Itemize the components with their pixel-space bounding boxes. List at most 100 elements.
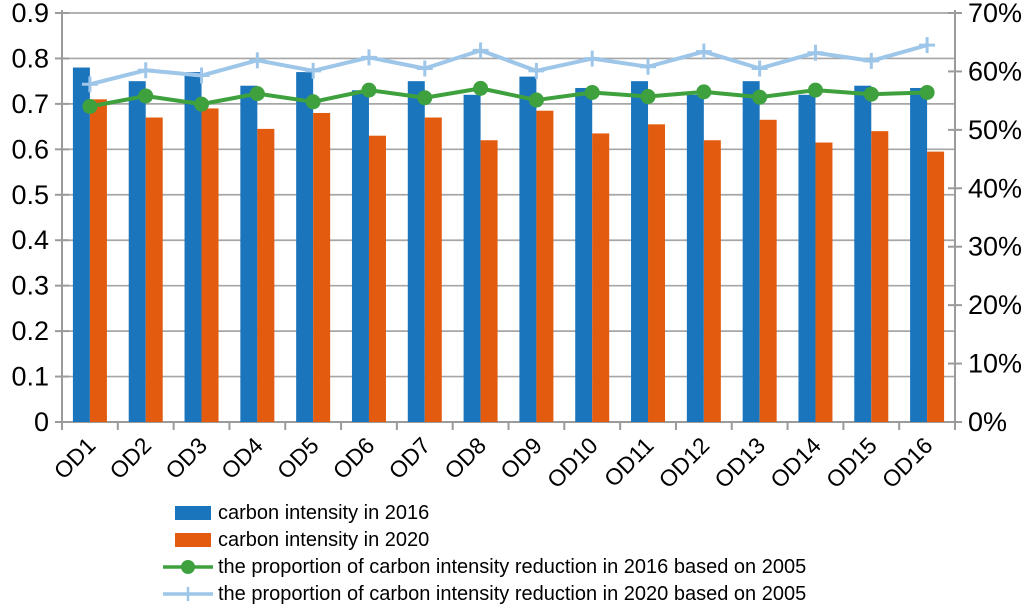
x-axis-label: OD7 xyxy=(383,432,435,484)
bar-carbon-intensity-in-2016 xyxy=(854,85,872,422)
circle-marker xyxy=(305,94,321,110)
legend-swatch-rect xyxy=(175,505,211,520)
x-axis-label: OD10 xyxy=(542,432,603,493)
bar-carbon-intensity-in-2016 xyxy=(184,72,202,423)
left-axis-tick-label: 0.2 xyxy=(11,316,49,346)
left-axis-tick-label: 0.9 xyxy=(11,0,49,28)
circle-marker xyxy=(807,82,823,98)
bar-carbon-intensity-in-2020 xyxy=(368,135,386,422)
bar-carbon-intensity-in-2020 xyxy=(536,110,554,422)
bar-carbon-intensity-in-2016 xyxy=(631,81,649,423)
right-axis-tick-label: 10% xyxy=(968,349,1022,379)
bar-carbon-intensity-in-2016 xyxy=(407,81,425,423)
bar-carbon-intensity-in-2020 xyxy=(145,117,163,423)
bar-carbon-intensity-in-2016 xyxy=(742,81,760,423)
x-axis-label: OD9 xyxy=(495,432,547,484)
bar-carbon-intensity-in-2020 xyxy=(89,99,107,422)
line-the-proportion-of-carbon-intensity-reduction-in-2020-based-on-2005 xyxy=(89,43,928,87)
legend-item-bar-2020: carbon intensity in 2020 xyxy=(163,526,806,553)
x-axis-label: OD5 xyxy=(272,432,324,484)
circle-marker xyxy=(863,86,879,102)
left-axis-tick-label: 0.4 xyxy=(11,225,49,255)
bar-carbon-intensity-in-2016 xyxy=(240,85,258,422)
bar-carbon-intensity-in-2020 xyxy=(927,151,945,422)
legend-label: the proportion of carbon intensity reduc… xyxy=(218,582,807,605)
legend-label: carbon intensity in 2020 xyxy=(218,528,430,551)
right-axis-tick-label: 0% xyxy=(968,407,1007,437)
circle-marker xyxy=(528,92,544,108)
right-axis-tick-label: 70% xyxy=(968,0,1022,28)
line-the-proportion-of-carbon-intensity-reduction-in-2016-based-on-2005 xyxy=(89,86,928,109)
left-axis-tick-label: 0.5 xyxy=(11,180,49,210)
x-axis-label: OD8 xyxy=(439,432,491,484)
bar-carbon-intensity-in-2016 xyxy=(910,87,928,422)
legend-swatch-bar-2016 xyxy=(175,505,211,520)
bar-carbon-intensity-in-2020 xyxy=(480,140,498,422)
x-axis-label: OD12 xyxy=(654,432,715,493)
bar-carbon-intensity-in-2016 xyxy=(686,94,704,423)
bar-carbon-intensity-in-2020 xyxy=(815,142,833,422)
circle-marker xyxy=(138,88,154,104)
bar-carbon-intensity-in-2020 xyxy=(871,131,889,422)
legend-circle-marker xyxy=(181,559,195,574)
left-axis-tick-label: 0.3 xyxy=(11,271,49,301)
legend-item-line-2016: the proportion of carbon intensity reduc… xyxy=(163,553,806,580)
legend-swatch-line-circle xyxy=(163,559,213,574)
bar-carbon-intensity-in-2020 xyxy=(313,112,331,422)
bar-carbon-intensity-in-2016 xyxy=(575,87,593,422)
bar-carbon-intensity-in-2020 xyxy=(201,108,219,422)
circle-marker xyxy=(919,84,935,100)
legend-swatch-line-plus xyxy=(163,586,213,601)
x-axis-label: OD1 xyxy=(49,432,101,484)
bar-carbon-intensity-in-2020 xyxy=(592,133,610,422)
bar-carbon-intensity-in-2020 xyxy=(424,117,442,423)
x-axis-label: OD14 xyxy=(765,432,826,493)
x-axis-label: OD4 xyxy=(216,432,268,484)
left-axis-tick-label: 0.1 xyxy=(11,362,49,392)
circle-marker xyxy=(752,89,768,105)
right-axis-tick-label: 40% xyxy=(968,173,1022,203)
legend-label: carbon intensity in 2016 xyxy=(218,501,430,524)
x-axis-label: OD16 xyxy=(877,432,938,493)
bar-carbon-intensity-in-2016 xyxy=(128,81,146,423)
circle-marker xyxy=(82,98,98,114)
bar-carbon-intensity-in-2016 xyxy=(798,94,816,423)
right-axis-tick-label: 30% xyxy=(968,232,1022,262)
legend-swatch-bar-2020 xyxy=(175,532,211,547)
circle-marker xyxy=(473,80,489,96)
x-axis-label: OD11 xyxy=(599,432,659,492)
bar-carbon-intensity-in-2020 xyxy=(257,128,275,422)
left-axis-tick-label: 0.7 xyxy=(11,89,49,119)
circle-marker xyxy=(361,82,377,98)
right-axis-tick-label: 50% xyxy=(968,115,1022,145)
circle-marker xyxy=(194,96,210,112)
plot-area: 0.9 0.8 0.7 0.6 0.5 0.4 0.3 0.2 0.1 0 70% 60% 50% 40%… xyxy=(11,0,1022,493)
x-axis-label: OD13 xyxy=(709,432,770,493)
bar-carbon-intensity-in-2016 xyxy=(351,90,369,422)
right-axis-tick-label: 20% xyxy=(968,290,1022,320)
circle-marker xyxy=(417,90,433,106)
bar-carbon-intensity-in-2016 xyxy=(519,76,537,422)
x-axis-label: OD15 xyxy=(821,432,882,493)
circle-marker xyxy=(640,89,656,105)
left-axis-tick-label: 0.8 xyxy=(11,43,49,73)
bar-carbon-intensity-in-2020 xyxy=(703,140,721,422)
legend-item-line-2020: the proportion of carbon intensity reduc… xyxy=(163,580,806,607)
left-axis-tick-label: 0 xyxy=(34,407,49,437)
bar-carbon-intensity-in-2016 xyxy=(463,94,481,423)
x-axis-label: OD6 xyxy=(328,432,380,484)
legend: carbon intensity in 2016 carbon intensit… xyxy=(163,499,806,607)
legend-swatch-rect xyxy=(175,532,211,547)
circle-marker xyxy=(584,84,600,100)
bar-carbon-intensity-in-2020 xyxy=(759,119,777,423)
circle-marker xyxy=(249,86,265,102)
circle-marker xyxy=(696,84,712,100)
legend-label: the proportion of carbon intensity reduc… xyxy=(218,555,807,578)
left-axis-tick-label: 0.6 xyxy=(11,134,49,164)
right-axis-tick-label: 60% xyxy=(968,56,1022,86)
x-axis-label: OD3 xyxy=(160,432,212,484)
bar-carbon-intensity-in-2016 xyxy=(72,67,90,423)
bar-carbon-intensity-in-2020 xyxy=(648,124,666,422)
legend-item-bar-2016: carbon intensity in 2016 xyxy=(163,499,806,526)
